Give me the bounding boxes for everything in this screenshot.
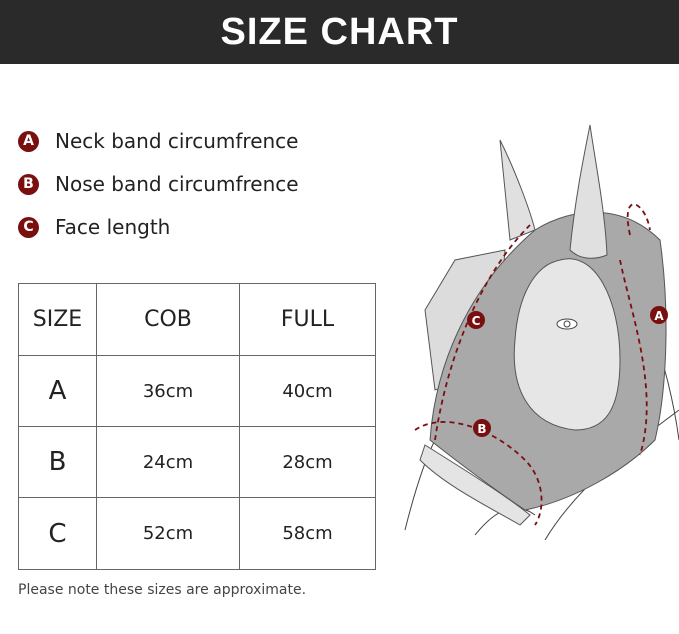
eye-icon xyxy=(556,318,578,330)
size-cell: A xyxy=(18,355,97,427)
badge-a: A xyxy=(18,130,39,152)
legend-item-a: A Neck band circumfrence xyxy=(18,129,299,153)
full-cell: 40cm xyxy=(239,355,376,427)
size-cell: C xyxy=(18,497,97,570)
nose-opening xyxy=(419,444,531,526)
table-header-row: SIZE COB FULL xyxy=(18,283,376,356)
legend-label: Face length xyxy=(55,215,171,239)
full-cell: 58cm xyxy=(239,497,376,570)
header-cell: COB xyxy=(96,283,240,356)
table-row: B 24cm 28cm xyxy=(18,426,376,498)
approximate-note: Please note these sizes are approximate. xyxy=(18,582,307,598)
label-b: B xyxy=(477,422,486,436)
face-length-arrow xyxy=(434,224,531,441)
badge-b: B xyxy=(18,173,39,195)
legend-item-b: B Nose band circumfrence xyxy=(18,172,299,196)
badge-c: C xyxy=(18,216,39,238)
legend-label: Neck band circumfrence xyxy=(55,129,299,153)
label-a: A xyxy=(654,309,664,323)
title-banner: SIZE CHART xyxy=(0,0,679,64)
header-cell: SIZE xyxy=(18,283,97,356)
table-row: A 36cm 40cm xyxy=(18,355,376,427)
legend-item-c: C Face length xyxy=(18,215,299,239)
table-row: C 52cm 58cm xyxy=(18,497,376,570)
right-ear xyxy=(569,124,608,259)
legend-label: Nose band circumfrence xyxy=(55,172,299,196)
eye-opening xyxy=(513,258,621,431)
size-cell: B xyxy=(18,426,97,498)
cob-cell: 52cm xyxy=(96,497,240,570)
cob-cell: 36cm xyxy=(96,355,240,427)
label-c: C xyxy=(472,314,481,328)
full-cell: 28cm xyxy=(239,426,376,498)
neck-band-arrow xyxy=(619,259,648,456)
nose-band-arrow xyxy=(414,421,543,526)
page-title: SIZE CHART xyxy=(220,10,459,53)
header-cell: FULL xyxy=(239,283,376,356)
cob-cell: 24cm xyxy=(96,426,240,498)
diagram-labels: A B C xyxy=(467,306,668,437)
horse-mask-illustration: A B C xyxy=(404,124,679,540)
measurement-legend: A Neck band circumfrence B Nose band circu… xyxy=(18,129,299,259)
size-table: SIZE COB FULL A 36cm 40cm B 24cm 28cm C … xyxy=(18,283,376,570)
